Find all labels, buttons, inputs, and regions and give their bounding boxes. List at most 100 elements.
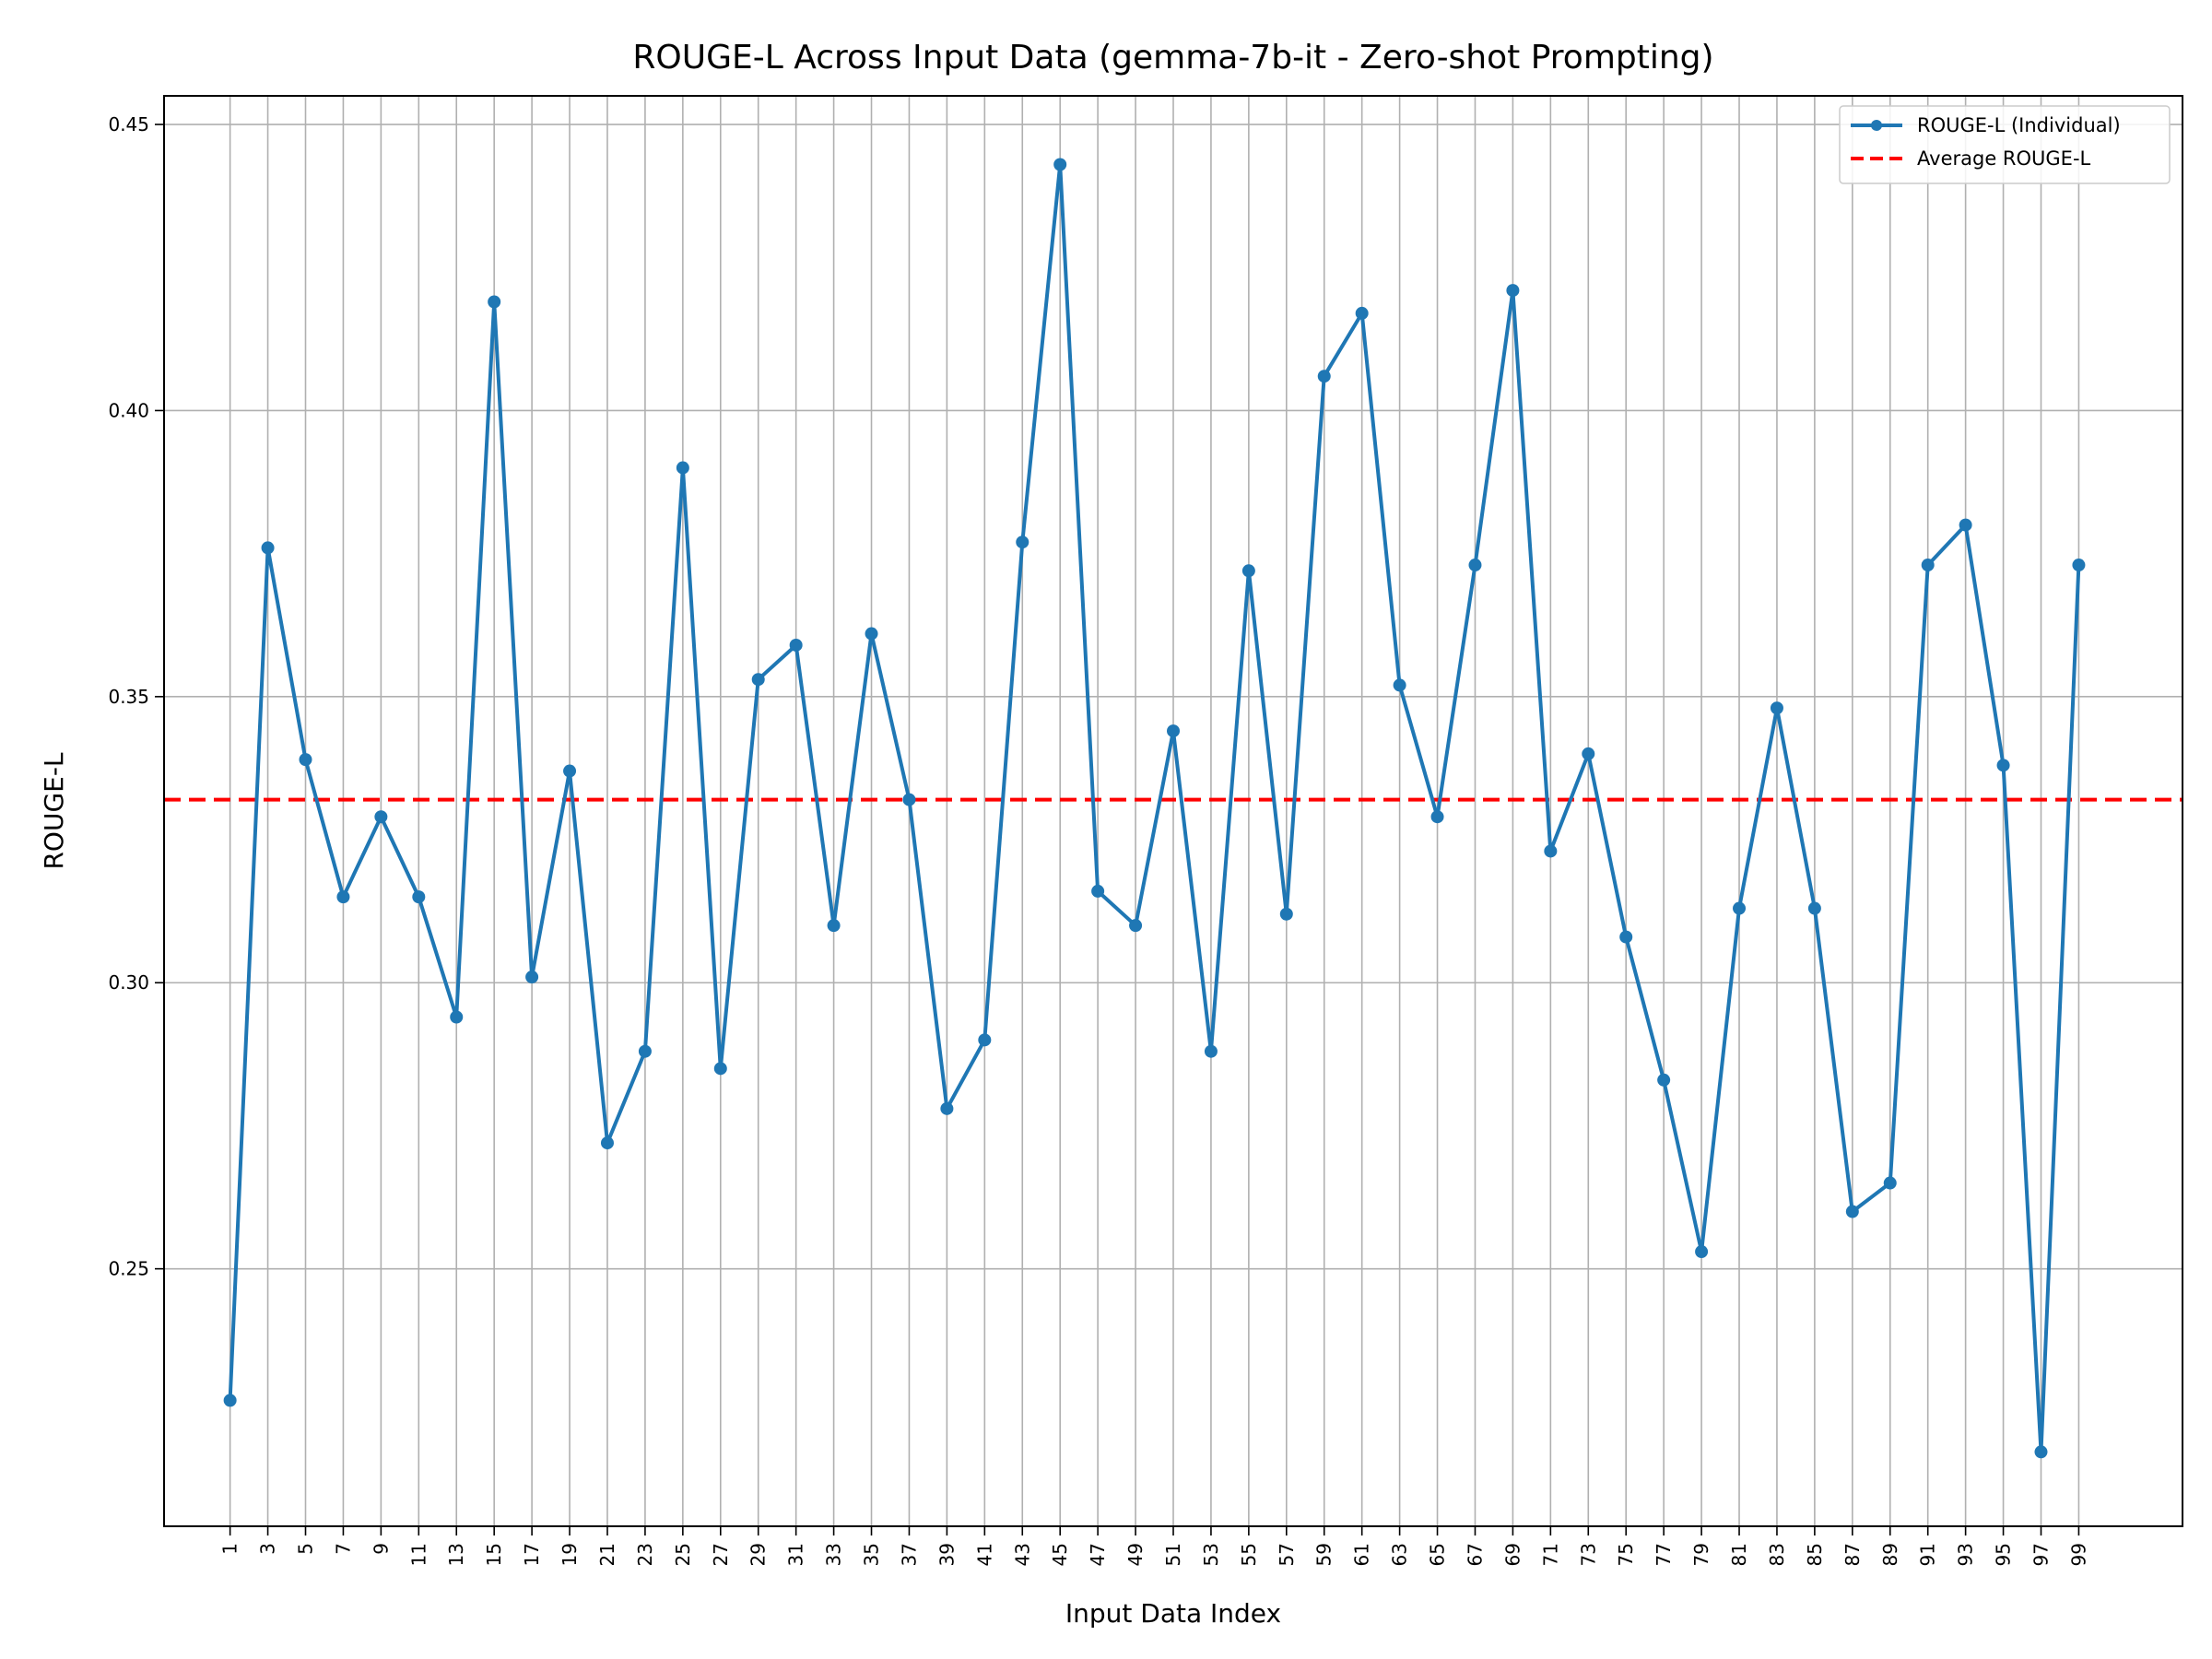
series-line xyxy=(228,162,2081,1454)
data-point xyxy=(1317,370,1331,383)
x-tick-label: 13 xyxy=(445,1543,467,1566)
data-point xyxy=(1393,678,1406,692)
data-point xyxy=(1921,559,1935,572)
x-tick-label: 45 xyxy=(1049,1543,1071,1566)
data-point xyxy=(789,638,803,652)
x-tick-label: 1 xyxy=(219,1543,241,1555)
grid xyxy=(164,96,2183,1526)
data-point xyxy=(1807,901,1821,915)
data-point xyxy=(1129,919,1143,933)
x-tick-label: 95 xyxy=(1993,1543,2015,1566)
x-tick-label: 33 xyxy=(823,1543,845,1566)
data-point xyxy=(488,295,501,309)
x-tick-label: 67 xyxy=(1464,1543,1486,1566)
x-tick-label: 57 xyxy=(1276,1543,1298,1566)
data-point xyxy=(1619,930,1633,944)
data-point xyxy=(1959,518,1972,532)
data-point xyxy=(525,971,539,984)
data-point xyxy=(261,541,275,555)
x-tick-label: 37 xyxy=(898,1543,920,1566)
data-point xyxy=(1279,907,1293,921)
data-point xyxy=(563,764,577,778)
data-point xyxy=(1582,747,1595,760)
x-tick-label: 59 xyxy=(1313,1543,1335,1566)
x-tick-label: 19 xyxy=(559,1543,581,1566)
data-point xyxy=(223,1394,237,1407)
data-point xyxy=(827,919,841,933)
data-point xyxy=(1016,535,1030,549)
series-layer xyxy=(223,158,2086,1459)
x-tick-label: 17 xyxy=(521,1543,543,1566)
data-point xyxy=(2072,559,2086,572)
legend: ROUGE-L (Individual) Average ROUGE-L xyxy=(1839,105,2171,184)
data-point xyxy=(713,1062,727,1076)
x-tick-label: 73 xyxy=(1577,1543,1599,1566)
y-tick-label: 0.25 xyxy=(108,1258,149,1280)
y-tick-label: 0.35 xyxy=(108,686,149,708)
data-point xyxy=(1506,284,1520,298)
data-point xyxy=(1053,158,1067,171)
x-tick-label: 51 xyxy=(1162,1543,1184,1566)
x-tick-label: 79 xyxy=(1690,1543,1712,1566)
x-tick-label: 65 xyxy=(1427,1543,1449,1566)
x-tick-label: 55 xyxy=(1238,1543,1260,1566)
legend-label-individual: ROUGE-L (Individual) xyxy=(1917,114,2121,136)
x-tick-label: 61 xyxy=(1351,1543,1373,1566)
data-point xyxy=(638,1044,652,1058)
x-tick-label: 39 xyxy=(935,1543,958,1566)
data-point xyxy=(374,810,388,824)
x-tick-label: 53 xyxy=(1200,1543,1222,1566)
data-point xyxy=(1883,1176,1897,1190)
x-tick-label: 87 xyxy=(1841,1543,1864,1566)
data-point xyxy=(1695,1245,1709,1259)
x-tick-label: 15 xyxy=(483,1543,505,1566)
x-tick-label: 83 xyxy=(1766,1543,1788,1566)
data-point xyxy=(1355,306,1369,320)
legend-marker-individual xyxy=(1871,120,1882,131)
data-point xyxy=(1430,810,1444,824)
data-point xyxy=(751,673,765,687)
y-tick-label: 0.40 xyxy=(108,399,149,421)
x-tick-label: 99 xyxy=(2067,1543,2089,1566)
data-point xyxy=(299,753,312,767)
data-point xyxy=(940,1101,954,1115)
data-point xyxy=(2034,1445,2048,1459)
y-axis-label: ROUGE-L xyxy=(39,752,69,869)
x-tick-label: 63 xyxy=(1389,1543,1411,1566)
x-tick-label: 89 xyxy=(1879,1543,1901,1566)
x-tick-label: 27 xyxy=(710,1543,732,1566)
data-point xyxy=(1241,564,1255,578)
data-point xyxy=(676,461,689,475)
data-point xyxy=(865,627,878,641)
data-point xyxy=(1091,884,1105,898)
x-tick-label: 5 xyxy=(295,1543,317,1555)
y-tick-label: 0.30 xyxy=(108,971,149,994)
data-point xyxy=(1657,1073,1671,1087)
x-tick-label: 25 xyxy=(672,1543,694,1566)
legend-box xyxy=(1839,105,2171,184)
x-tick-label: 23 xyxy=(634,1543,656,1566)
x-tick-label: 97 xyxy=(2030,1543,2052,1566)
x-tick-label: 11 xyxy=(407,1543,429,1566)
x-tick-label: 69 xyxy=(1501,1543,1524,1566)
x-tick-label: 9 xyxy=(370,1543,392,1555)
x-tick-label: 35 xyxy=(861,1543,883,1566)
chart-title: ROUGE-L Across Input Data (gemma-7b-it -… xyxy=(632,39,1713,76)
data-point xyxy=(1204,1044,1218,1058)
data-point xyxy=(978,1033,992,1047)
legend-label-average: Average ROUGE-L xyxy=(1917,147,2091,170)
data-point xyxy=(1733,901,1747,915)
x-tick-label: 29 xyxy=(747,1543,770,1566)
x-tick-label: 21 xyxy=(596,1543,618,1566)
x-tick-label: 43 xyxy=(1011,1543,1033,1566)
x-tick-label: 81 xyxy=(1728,1543,1750,1566)
data-point xyxy=(600,1136,614,1150)
data-point xyxy=(1468,559,1482,572)
data-point xyxy=(1544,844,1558,858)
data-point xyxy=(1845,1205,1859,1218)
data-point xyxy=(1996,759,2010,772)
data-point xyxy=(902,793,916,806)
